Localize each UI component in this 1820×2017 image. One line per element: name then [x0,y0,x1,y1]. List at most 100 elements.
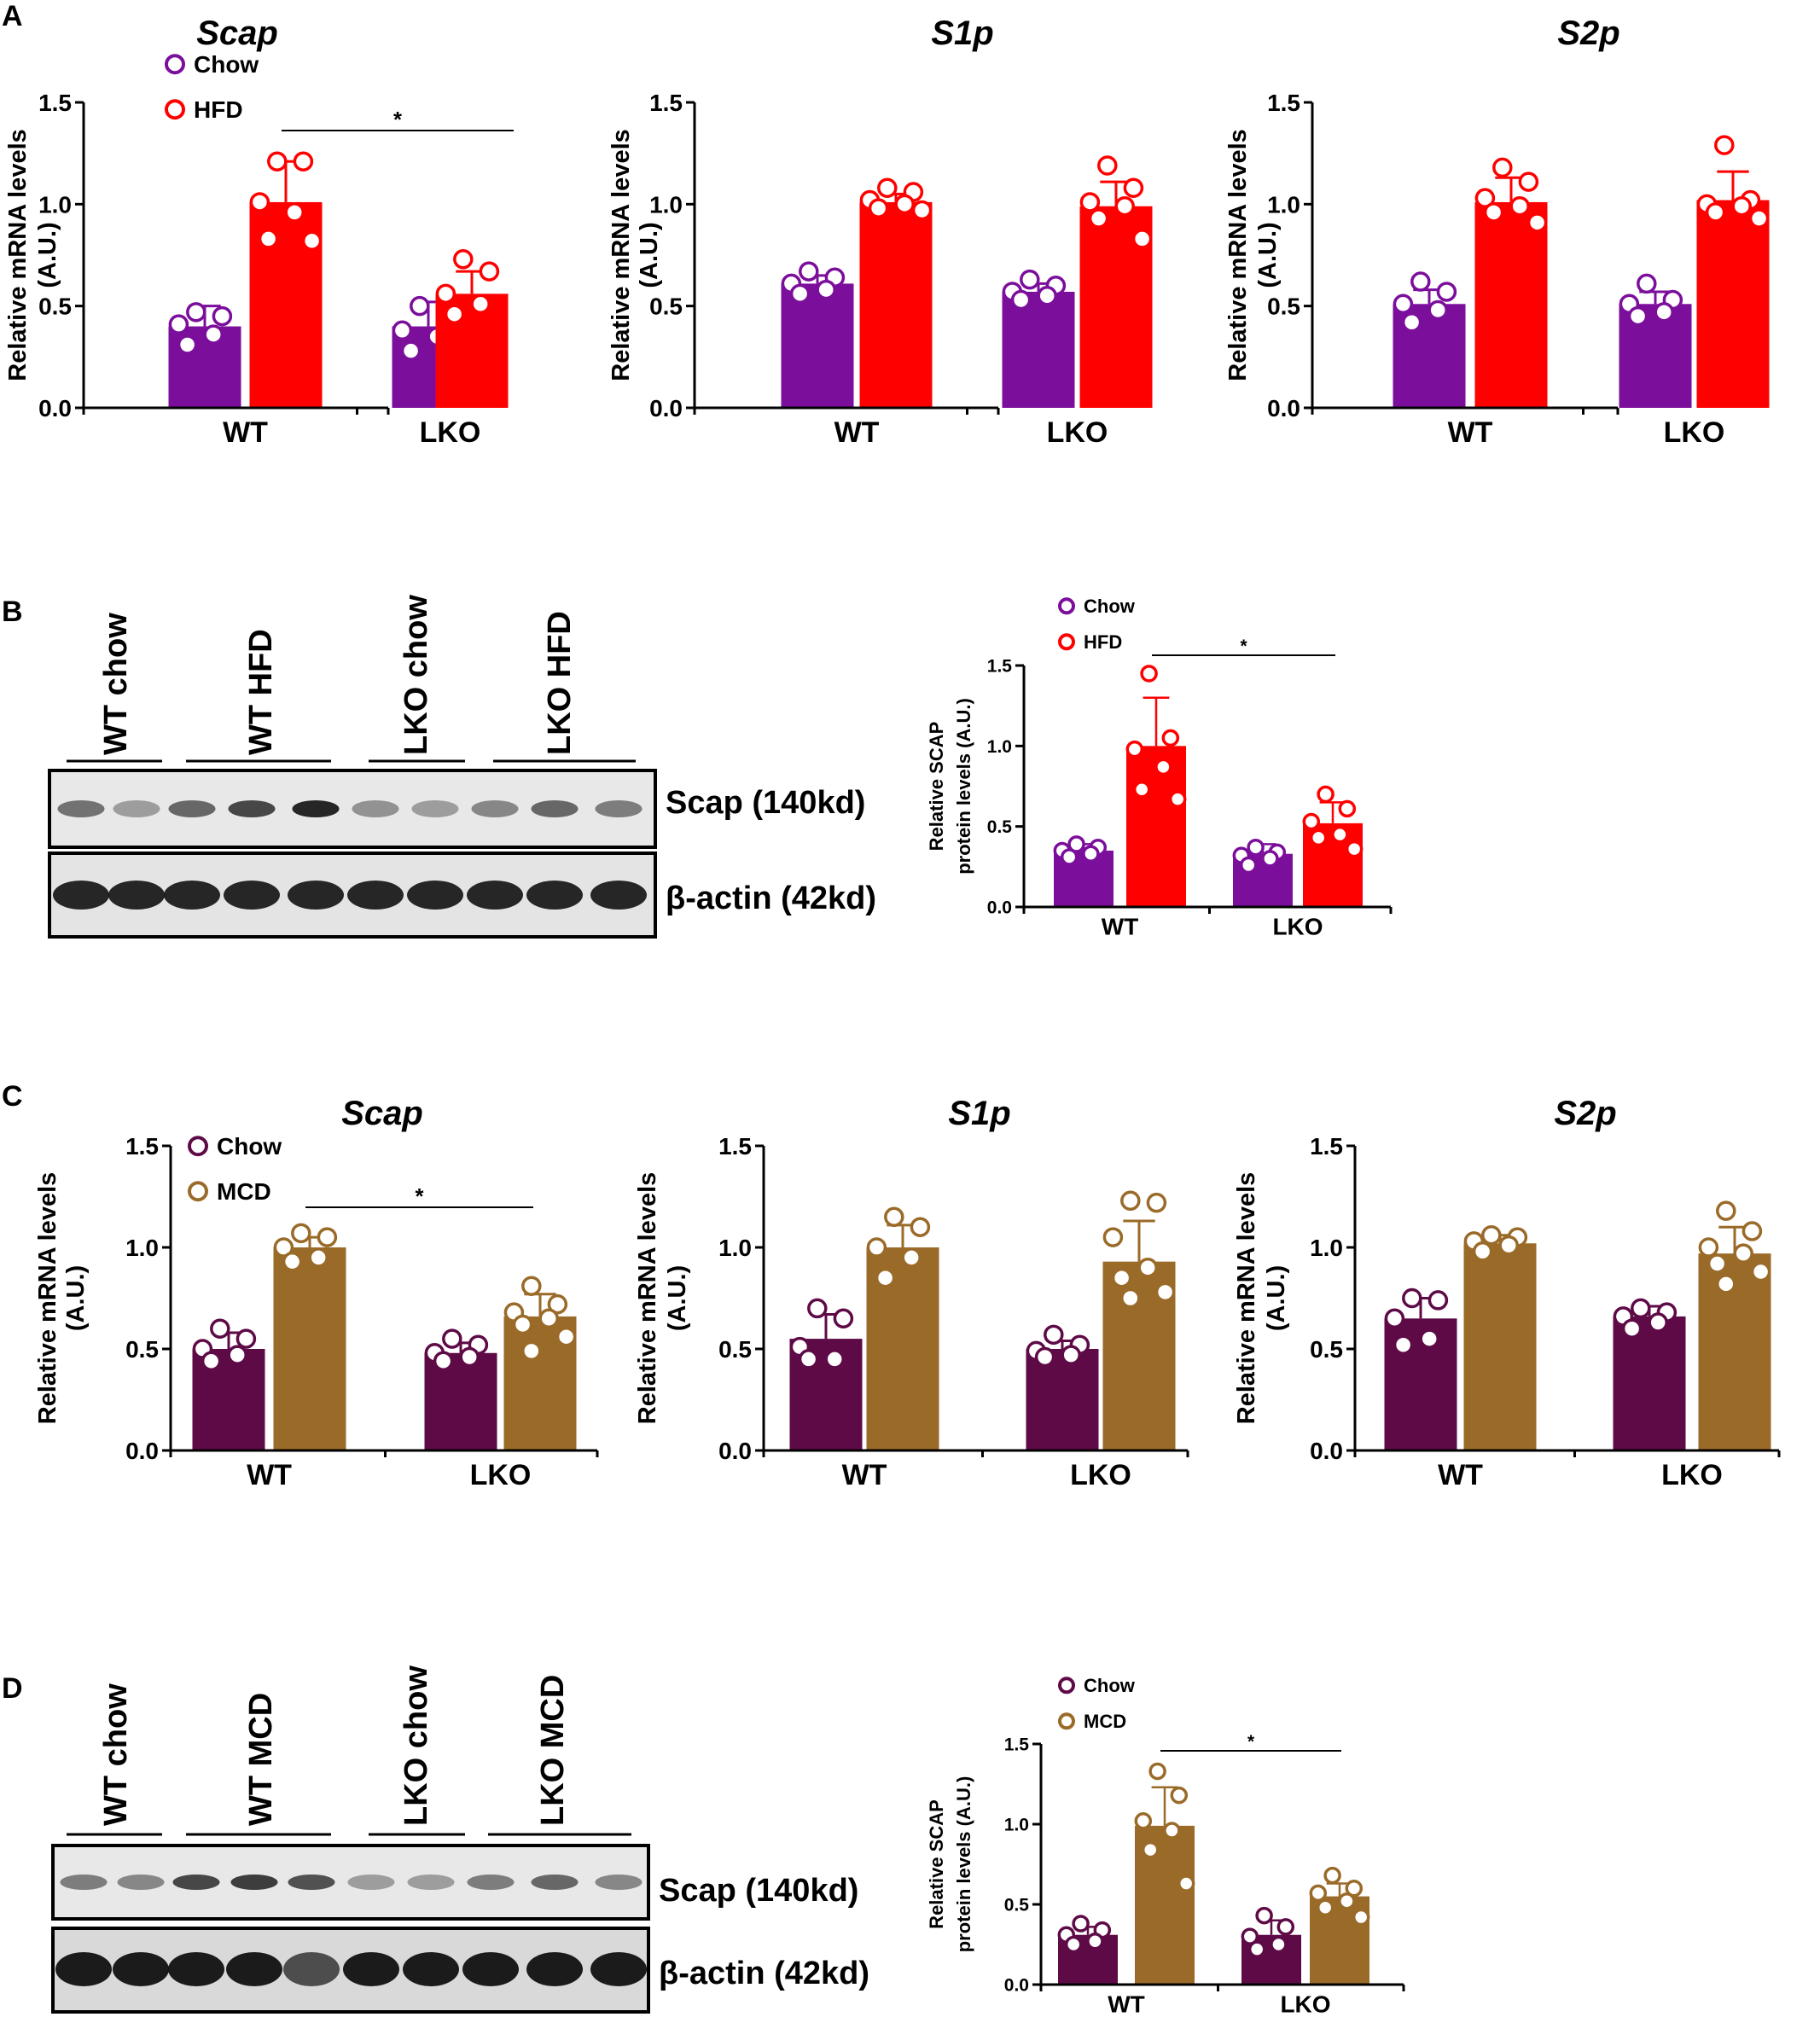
data-point [291,1223,311,1244]
data-point [911,200,933,221]
data-point [1428,299,1448,321]
significance-star: * [1247,1732,1255,1752]
y-tick-label: 1.5 [987,657,1013,677]
data-point [1168,790,1187,808]
blot-band [526,881,583,910]
band-label: β-actin (42kd) [659,1956,869,1991]
actin-bands [53,881,647,910]
bar [424,1352,497,1450]
y-tick-label: 1.5 [125,1133,159,1160]
data-point [1309,1884,1328,1903]
data-point [1154,758,1172,776]
data-point [547,1293,568,1315]
y-axis-label: Relative mRNA levels [608,129,635,381]
data-point [267,151,288,171]
data-point [1097,155,1118,176]
data-point [168,314,189,334]
data-point [1111,1267,1132,1288]
blot-band [471,800,519,817]
data-point [555,1326,577,1347]
data-point [1698,1237,1719,1258]
legend-label: Chow [217,1133,282,1160]
data-point [521,1340,542,1362]
blot-band [172,1875,220,1890]
y-tick-label: 0.0 [987,898,1012,918]
blot-band [164,881,220,910]
y-axis-label: Relative mRNA levels [1233,1172,1260,1425]
data-point [1716,1274,1736,1294]
data-point [1120,1190,1141,1212]
chart-title: S2p [1554,1095,1616,1132]
data-point [1247,1940,1266,1958]
data-point [1338,799,1357,818]
data-point [1419,1328,1439,1349]
blot-band [595,1875,643,1890]
data-point [1742,1221,1763,1241]
bar [1002,291,1075,408]
bar [781,283,854,408]
y-tick-label: 1.0 [649,191,683,218]
y-tick-label: 0.5 [987,817,1013,837]
data-point [868,198,889,218]
data-point [1393,1334,1414,1355]
y-tick-label: 1.0 [125,1235,159,1261]
legend-label: MCD [1084,1711,1126,1732]
data-point [282,1251,303,1272]
legend-marker [1058,1712,1075,1730]
chart-d: 0.0 0.5 1.0 1.5 WT LKO Relative SCAP protein le… [926,1675,1405,2017]
y-tick-label: 1.5 [1267,90,1300,116]
data-point [1141,1840,1160,1859]
data-point [1705,202,1726,223]
data-point [1317,785,1334,804]
scap-bands [57,800,643,817]
blot-band [407,1875,455,1890]
y-tick-label: 1.5 [38,90,72,116]
blot-band [352,800,399,817]
data-point [1154,1282,1176,1303]
data-point [453,249,474,270]
chart-title: S2p [1557,15,1619,52]
x-tick-label: LKO [1272,914,1323,940]
y-axis-label: (A.U.) [34,222,61,288]
data-point [212,305,233,327]
y-tick-label: 1.0 [1004,1816,1029,1835]
legend-marker [1058,597,1075,615]
lane-label: LKO MCD [535,1675,571,1826]
y-tick-label: 1.5 [649,90,683,116]
blot-band [407,881,463,910]
data-point [186,302,206,323]
significance-star: * [1240,636,1247,656]
data-point [1345,840,1364,858]
data-point [1428,1290,1449,1311]
y-tick-label: 1.5 [1004,1735,1030,1755]
blot-band [590,1952,647,1986]
significance-star: * [416,1185,424,1209]
data-point [1270,1935,1288,1954]
y-tick-label: 0.5 [38,294,72,320]
data-point [1034,1346,1055,1368]
band-label: Scap (140kd) [659,1873,858,1909]
data-point [459,1346,480,1368]
data-point [1316,1898,1334,1917]
chart-title: S1p [948,1095,1010,1132]
bar [1696,200,1770,408]
data-point [1123,177,1144,198]
legend-marker [1058,1677,1075,1694]
data-point [1061,1345,1081,1365]
x-tick-label: LKO [470,1459,532,1491]
data-point [1086,1932,1104,1950]
chart-a3: S2p 0.0 0.5 1.0 1.5 WT LKO Relative mRNA levels… [1224,15,1770,449]
western-blot-b: WT chow WT HFD LKO chow LKO HFD Scap (14… [48,595,876,939]
y-axis-label: (A.U.) [1263,1265,1290,1331]
blot-band [288,881,344,910]
blot-band [53,881,109,910]
data-point [410,295,430,317]
data-point [1082,845,1100,863]
data-point [479,261,500,282]
legend-label: HFD [1084,631,1122,653]
data-point [444,304,465,324]
y-tick-label: 0.0 [718,1438,752,1464]
data-point [1714,135,1735,155]
y-tick-label: 0.5 [1310,1336,1343,1363]
